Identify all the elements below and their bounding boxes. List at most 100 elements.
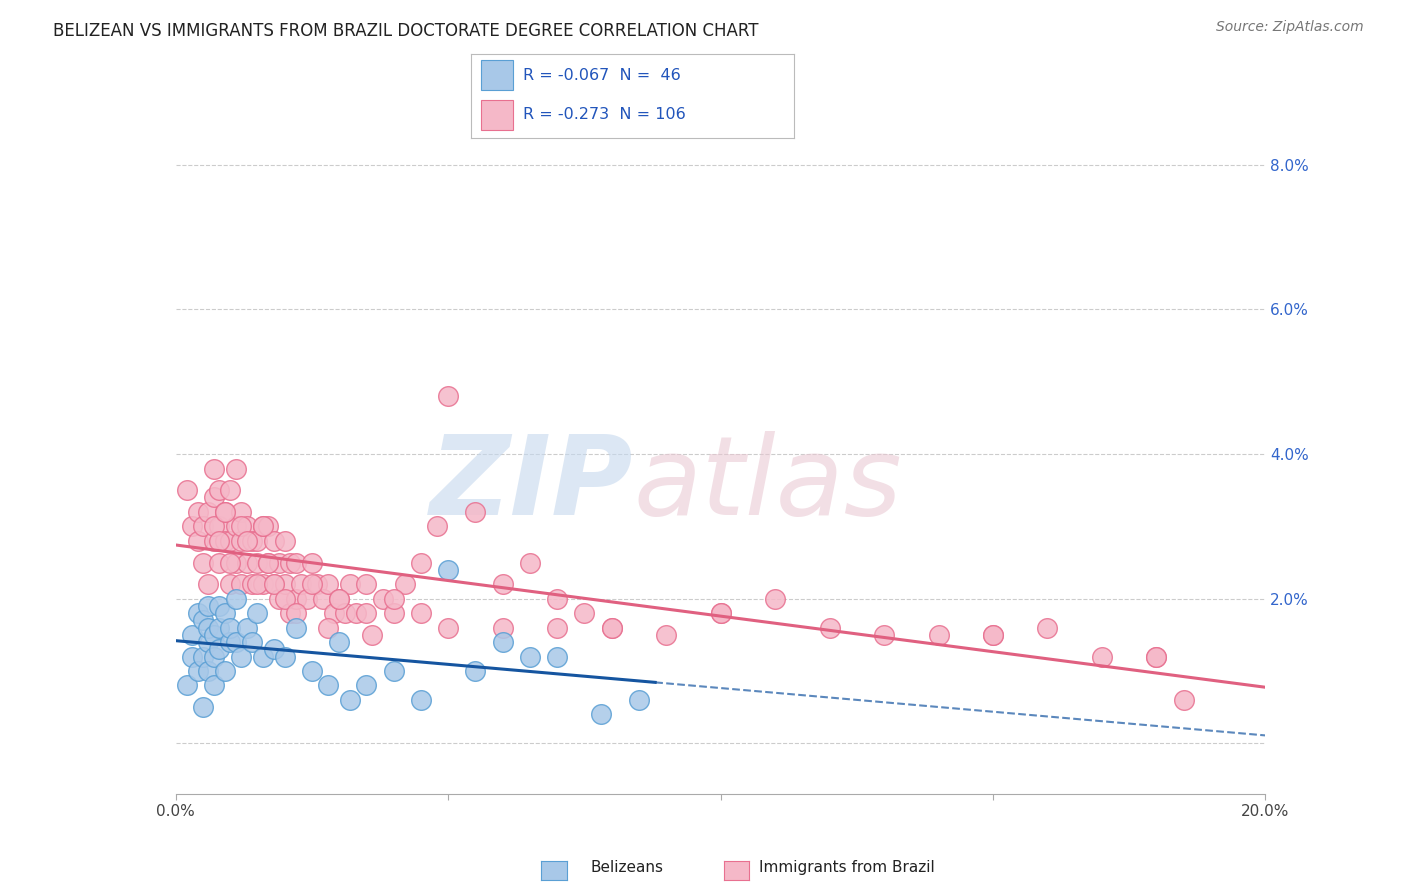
Point [197,664,219,678]
Point [981,628,1004,642]
Point [278,606,301,620]
Bar [481,61,513,90]
Point [519,649,541,664]
Point [344,606,367,620]
Bar [481,100,513,130]
Point [426,519,449,533]
Point [307,577,329,591]
Point [328,635,350,649]
Point [252,519,274,533]
Point [197,635,219,649]
Point [191,649,214,664]
Point [225,635,247,649]
Point [290,577,312,591]
Point [356,606,378,620]
Point [274,533,297,548]
Point [208,483,231,498]
Point [219,635,242,649]
Point [284,556,307,570]
Point [263,577,285,591]
Point [202,491,225,505]
Point [208,519,231,533]
Point [409,693,432,707]
Point [231,519,253,533]
Point [1173,693,1195,707]
Point [763,591,786,606]
Point [197,505,219,519]
Point [339,693,361,707]
Point [464,664,486,678]
Point [274,577,297,591]
Point [437,621,460,635]
Point [202,678,225,692]
Point [176,483,198,498]
Point [208,621,231,635]
Point [181,628,204,642]
Point [1144,649,1167,664]
Point [382,606,405,620]
Point [409,556,432,570]
Point [191,556,214,570]
Text: atlas: atlas [633,432,903,538]
Point [437,563,460,577]
Point [301,577,323,591]
Point [394,577,416,591]
Point [284,621,307,635]
Point [301,664,323,678]
Point [235,533,257,548]
Point [219,483,242,498]
Point [235,519,257,533]
Point [360,628,382,642]
Point [328,591,350,606]
Point [197,599,219,613]
Point [214,505,236,519]
Point [269,556,291,570]
Point [181,519,204,533]
Text: Source: ZipAtlas.com: Source: ZipAtlas.com [1216,20,1364,34]
Point [214,606,236,620]
Point [246,577,269,591]
Point [231,649,253,664]
Point [225,519,247,533]
Point [257,556,280,570]
Point [312,591,335,606]
Point [186,664,209,678]
Point [284,591,307,606]
Point [356,577,378,591]
Point [176,678,198,692]
Point [318,577,340,591]
Point [191,613,214,627]
Point [202,533,225,548]
Point [214,664,236,678]
Point [873,628,896,642]
Point [600,621,623,635]
Point [197,621,219,635]
Point [274,649,297,664]
Point [382,591,405,606]
Point [546,591,568,606]
Point [464,505,486,519]
Point [231,577,253,591]
Text: Belizeans: Belizeans [591,861,664,875]
Point [263,642,285,657]
Point [318,621,340,635]
Point [655,628,678,642]
Point [208,533,231,548]
Point [219,621,242,635]
Point [328,591,350,606]
Point [225,461,247,475]
Point [202,461,225,475]
Point [356,678,378,692]
Point [231,533,253,548]
Point [219,533,242,548]
Point [191,519,214,533]
Point [181,649,204,664]
Point [928,628,950,642]
Point [710,606,733,620]
Point [208,642,231,657]
Point [295,591,318,606]
Point [252,519,274,533]
Point [219,556,242,570]
Text: Immigrants from Brazil: Immigrants from Brazil [759,861,935,875]
Point [202,649,225,664]
